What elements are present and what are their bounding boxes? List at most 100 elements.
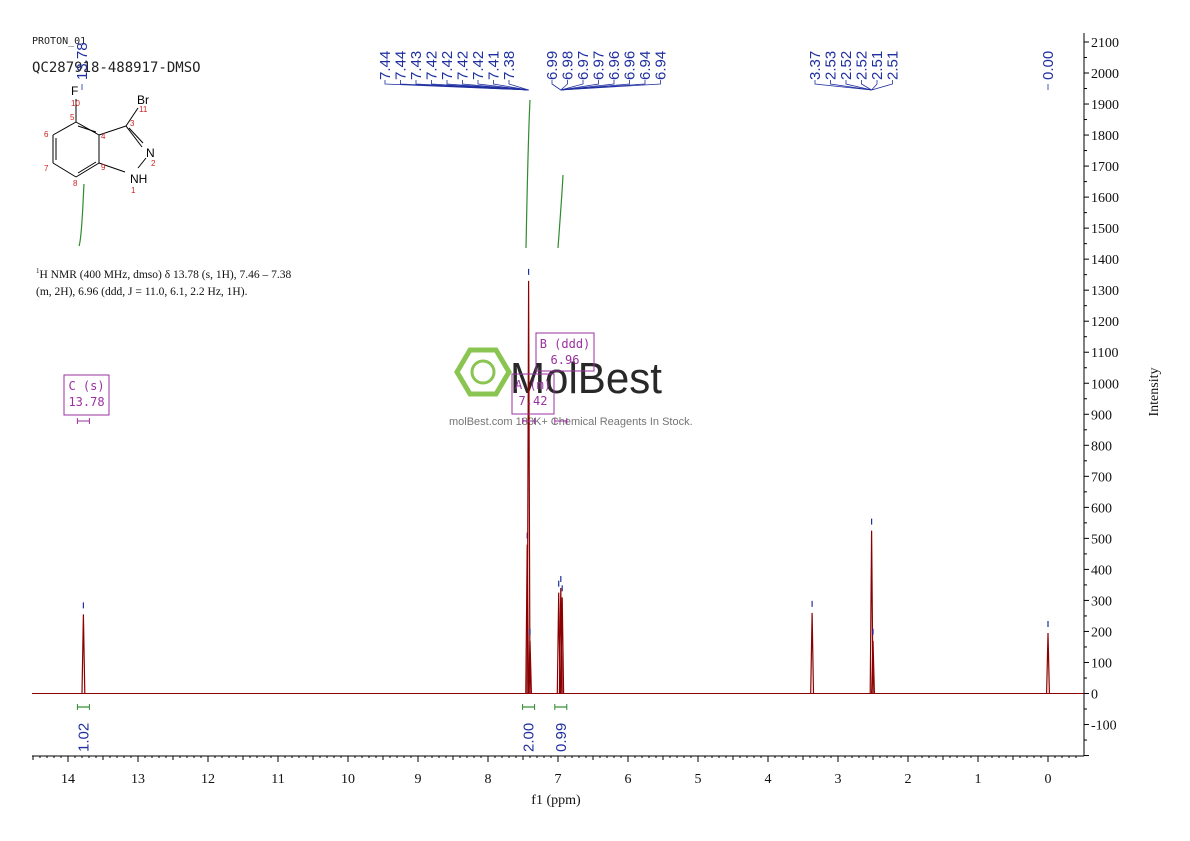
peak-label: 0.00 <box>1040 51 1057 80</box>
y-tick-label: -100 <box>1091 719 1117 734</box>
y-tick-label: 1000 <box>1091 377 1119 392</box>
y-tick-label: 300 <box>1091 594 1112 609</box>
peak-label-connector <box>462 80 529 91</box>
peak-label: 7.44 <box>377 51 394 80</box>
spectrum-peak <box>871 640 875 694</box>
x-tick-label: 3 <box>835 772 842 787</box>
x-tick-label: 14 <box>61 772 75 787</box>
y-tick-label: 1200 <box>1091 315 1119 330</box>
sample-name: QC287918-488917-DMSO <box>32 60 201 76</box>
peak-label: 6.97 <box>575 51 592 80</box>
watermark: MolBest molBest.com 180K+ Chemical Reage… <box>449 347 693 428</box>
spectrum-peak <box>1046 632 1050 694</box>
atom-number: 3 <box>130 119 135 128</box>
spectrum-peak <box>526 280 531 694</box>
peak-label: 2.52 <box>854 51 871 80</box>
nmr-description: 1H NMR (400 MHz, dmso) δ 13.78 (s, 1H), … <box>36 263 376 301</box>
x-tick-label: 11 <box>271 772 284 787</box>
peak-label-connector <box>560 80 568 91</box>
peak-label: 2.51 <box>885 51 902 80</box>
multiplet-label: B (ddd) <box>540 337 591 351</box>
peak-label-connector <box>477 80 529 91</box>
atom-number: 10 <box>71 99 80 108</box>
y-tick-label: 1800 <box>1091 129 1119 144</box>
peak-label-connector <box>560 80 615 91</box>
peak-label-connector <box>871 80 878 91</box>
multiplet-shift: 13.78 <box>68 395 104 409</box>
watermark-brand: MolBest <box>510 354 662 403</box>
peak-label-connector <box>551 80 562 91</box>
multiplet-box <box>535 332 595 372</box>
y-tick-label: 100 <box>1091 656 1112 671</box>
y-tick-label: 800 <box>1091 439 1112 454</box>
peak-label-connector <box>560 80 584 91</box>
spectrum-peak <box>810 612 815 694</box>
integral-value: 2.00 <box>521 723 538 752</box>
atom-br-label: Br <box>137 93 149 107</box>
molecule-structure <box>52 99 147 178</box>
multiplet-shift: 6.96 <box>551 353 580 367</box>
peak-label-connector <box>871 80 893 91</box>
integral-value: 0.99 <box>553 723 570 752</box>
integral-curve <box>78 183 85 247</box>
peak-label: 2.52 <box>838 51 855 80</box>
integral-curve <box>557 174 564 249</box>
peak-label-connector <box>560 80 661 91</box>
y-tick-label: 1600 <box>1091 191 1119 206</box>
atom-number: 9 <box>101 163 106 172</box>
peak-label: 13.78 <box>74 42 91 80</box>
peak-label-connector <box>830 80 872 91</box>
x-tick-label: 7 <box>555 772 562 787</box>
watermark-tagline: molBest.com 180K+ Chemical Reagents In S… <box>449 416 693 428</box>
x-tick-label: 10 <box>341 772 355 787</box>
atom-number: 1 <box>131 186 136 195</box>
atom-f-label: F <box>71 84 78 98</box>
y-axis-title: Intensity <box>1147 368 1162 417</box>
peak-label-connector <box>814 80 872 91</box>
y-tick-label: 1300 <box>1091 284 1119 299</box>
x-tick-label: 4 <box>765 772 772 787</box>
spectrum-peak <box>81 614 86 694</box>
spectrum-peak <box>869 530 874 694</box>
peak-label: 6.97 <box>591 51 608 80</box>
integral-value: 1.02 <box>75 723 92 752</box>
peak-label: 2.51 <box>869 51 886 80</box>
peak-label: 7.43 <box>408 51 425 80</box>
atom-number: 2 <box>151 159 156 168</box>
peak-label: 6.96 <box>606 51 623 80</box>
y-tick-label: 900 <box>1091 408 1112 423</box>
y-tick-label: 700 <box>1091 470 1112 485</box>
peak-label: 6.96 <box>622 51 639 80</box>
peak-label: 7.41 <box>486 51 503 80</box>
x-tick-label: 1 <box>975 772 982 787</box>
x-tick-label: 8 <box>485 772 492 787</box>
atom-number: 6 <box>44 130 49 139</box>
y-tick-label: 1500 <box>1091 222 1119 237</box>
peak-label: 6.99 <box>544 51 561 80</box>
peak-label-connector <box>493 80 529 91</box>
peak-label: 6.98 <box>560 51 577 80</box>
experiment-name: PROTON_01 <box>32 36 86 47</box>
y-tick-label: 1700 <box>1091 160 1119 175</box>
peak-label: 7.42 <box>470 51 487 80</box>
x-tick-label: 5 <box>695 772 702 787</box>
peak-label: 7.44 <box>393 51 410 80</box>
atom-number: 7 <box>44 164 49 173</box>
peak-label: 3.37 <box>807 51 824 80</box>
y-tick-label: 2000 <box>1091 67 1119 82</box>
description-line-1: H NMR (400 MHz, dmso) δ 13.78 (s, 1H), 7… <box>39 268 292 281</box>
peak-label: 7.38 <box>501 51 518 80</box>
y-tick-label: 200 <box>1091 625 1112 640</box>
multiplet-shift: 7.42 <box>519 394 548 408</box>
peak-label: 7.42 <box>424 51 441 80</box>
y-tick-label: 600 <box>1091 501 1112 516</box>
peak-label-connector <box>845 80 872 91</box>
y-tick-label: 1400 <box>1091 253 1119 268</box>
x-axis-title: f1 (ppm) <box>531 793 581 808</box>
multiplet-box <box>511 373 555 415</box>
multiplet-box <box>63 374 110 416</box>
y-tick-label: 0 <box>1091 688 1098 703</box>
peak-label-connector <box>508 80 529 91</box>
x-tick-label: 2 <box>905 772 912 787</box>
atom-number: 8 <box>73 179 78 188</box>
